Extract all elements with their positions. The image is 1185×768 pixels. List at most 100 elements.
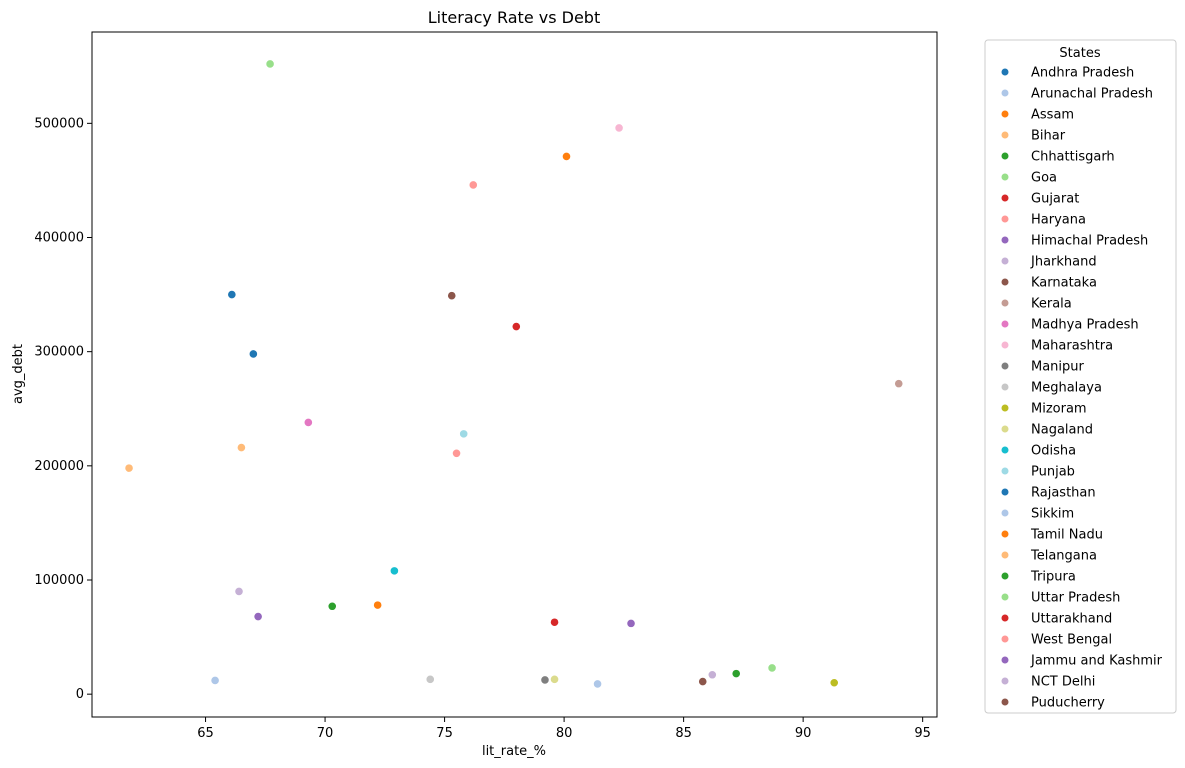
legend-label: Madhya Pradesh [1031, 318, 1139, 333]
legend-marker [1000, 130, 1010, 140]
y-tick-label: 0 [76, 687, 84, 702]
legend-marker [1000, 550, 1010, 560]
data-point [373, 600, 383, 610]
chart-title: Literacy Rate vs Debt [428, 8, 600, 27]
legend-label: Jammu and Kashmir [1030, 654, 1163, 669]
data-point [540, 675, 550, 685]
plot-area [124, 59, 904, 689]
legend-marker [1000, 508, 1010, 518]
data-point [561, 151, 572, 162]
legend-label: Uttarakhand [1031, 612, 1112, 627]
data-point [731, 669, 741, 679]
data-point [447, 291, 457, 301]
legend-label: Haryana [1031, 213, 1086, 228]
y-tick-label: 400000 [34, 231, 84, 246]
legend-marker [1000, 466, 1010, 476]
legend-marker [1000, 172, 1010, 182]
data-point [234, 586, 244, 597]
legend-label: Tripura [1030, 570, 1076, 585]
x-tick-label: 70 [317, 726, 334, 741]
data-point [549, 674, 560, 684]
y-tick-label: 300000 [34, 345, 84, 360]
data-point [511, 321, 521, 332]
legend-label: Puducherry [1031, 696, 1105, 711]
legend-label: Goa [1031, 171, 1057, 186]
x-tick-label: 95 [914, 726, 931, 741]
legend-marker [1000, 361, 1010, 371]
x-tick-label: 85 [675, 726, 692, 741]
data-point [894, 379, 904, 389]
legend-label: Kerala [1031, 297, 1072, 312]
data-point [451, 448, 462, 458]
legend-marker [1000, 487, 1010, 497]
data-point [327, 601, 337, 611]
legend-marker [1000, 592, 1010, 602]
legend-label: Mizoram [1031, 402, 1087, 417]
legend-marker [1000, 256, 1010, 266]
data-point [425, 674, 435, 684]
x-tick-label: 75 [436, 726, 453, 741]
data-point [767, 663, 777, 673]
data-point [614, 123, 624, 133]
legend-label: Rajasthan [1031, 486, 1096, 501]
legend-marker [1000, 529, 1010, 539]
legend-marker [1000, 214, 1010, 224]
data-point [236, 442, 246, 453]
legend-label: Maharashtra [1031, 339, 1113, 354]
x-axis: 65 70 75 80 85 90 95 [197, 717, 931, 741]
legend-label: Himachal Pradesh [1031, 234, 1148, 249]
legend-marker [1000, 109, 1010, 119]
legend-marker [1000, 340, 1010, 350]
legend-label: Chhattisgarh [1031, 150, 1115, 165]
legend-label: Punjab [1031, 465, 1075, 480]
y-axis-label: avg_debt [11, 344, 26, 404]
legend-label: Arunachal Pradesh [1031, 87, 1153, 102]
legend-frame [984, 39, 1177, 714]
legend-marker [1000, 298, 1010, 308]
data-point [468, 180, 478, 190]
data-point [265, 59, 275, 69]
legend-label: Nagaland [1031, 423, 1093, 438]
data-point [626, 618, 636, 628]
data-point [389, 566, 399, 576]
legend-label: Bihar [1031, 129, 1066, 144]
legend-marker [1000, 319, 1010, 329]
legend-marker [1000, 403, 1010, 413]
legend-label: Telangana [1030, 549, 1097, 564]
data-point [210, 675, 220, 686]
legend-label: Andhra Pradesh [1031, 66, 1134, 81]
legend-label: West Bengal [1031, 633, 1112, 648]
legend-marker [1000, 151, 1010, 161]
legend-marker [1000, 424, 1010, 434]
legend: States Andhra Pradesh Arunachal Pradesh As… [984, 39, 1177, 714]
y-tick-label: 200000 [34, 459, 84, 474]
legend-title: States [1059, 46, 1100, 61]
legend-label: Uttar Pradesh [1031, 591, 1120, 606]
legend-marker [1000, 676, 1010, 686]
legend-label: Assam [1031, 108, 1074, 123]
legend-marker [1000, 655, 1010, 665]
legend-label: Gujarat [1031, 192, 1079, 207]
legend-label: Jharkhand [1030, 255, 1097, 270]
legend-marker [1000, 88, 1010, 98]
legend-label: NCT Delhi [1031, 675, 1095, 690]
legend-label: Manipur [1031, 360, 1085, 375]
data-point [253, 611, 263, 622]
legend-label: Tamil Nadu [1030, 528, 1103, 543]
y-tick-label: 500000 [34, 116, 84, 131]
data-point [549, 617, 560, 627]
legend-marker [1000, 67, 1010, 77]
legend-label: Karnataka [1031, 276, 1097, 291]
plot-frame [91, 31, 938, 718]
y-tick-label: 100000 [34, 573, 84, 588]
legend-marker [1000, 571, 1010, 581]
data-point [592, 679, 603, 689]
legend-label: Meghalaya [1031, 381, 1102, 396]
legend-marker [1000, 235, 1010, 245]
legend-marker [1000, 613, 1010, 623]
data-point [459, 429, 469, 439]
data-point [829, 678, 839, 688]
data-point [248, 349, 258, 359]
data-point [698, 677, 708, 687]
x-tick-label: 90 [795, 726, 812, 741]
